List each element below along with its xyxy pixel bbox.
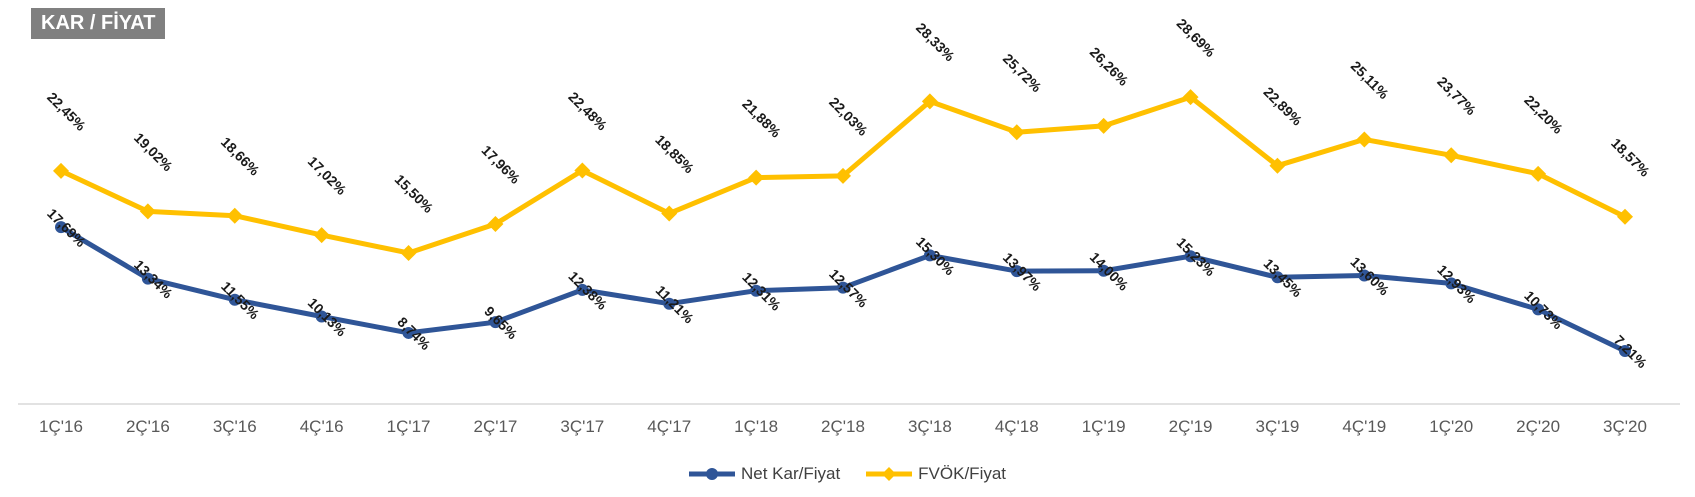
x-tick-label: 3Ç'18 xyxy=(908,417,952,436)
x-tick-label: 3Ç'19 xyxy=(1255,417,1299,436)
data-label-fvok: 19,02% xyxy=(131,129,176,174)
data-point-fvok[interactable] xyxy=(574,162,591,179)
data-label-fvok: 22,03% xyxy=(826,94,871,139)
data-point-net-kar[interactable] xyxy=(1445,277,1458,290)
data-point-net-kar[interactable] xyxy=(1097,264,1110,277)
legend-label-net-kar: Net Kar/Fiyat xyxy=(740,464,841,483)
data-label-net-kar: 15,30% xyxy=(913,233,958,278)
data-point-net-kar[interactable] xyxy=(141,272,154,285)
x-tick-label: 4Ç'17 xyxy=(647,417,691,436)
x-tick-label: 1Ç'19 xyxy=(1082,417,1126,436)
data-label-fvok: 22,45% xyxy=(44,89,89,134)
data-point-fvok[interactable] xyxy=(53,162,69,179)
legend-label-fvok: FVÖK/Fiyat xyxy=(918,464,1007,483)
legend-marker-net-kar xyxy=(688,468,735,480)
x-tick-label: 2Ç'17 xyxy=(473,417,517,436)
data-label-fvok: 23,77% xyxy=(1434,73,1479,118)
data-point-net-kar[interactable] xyxy=(1010,265,1023,278)
data-point-fvok[interactable] xyxy=(1443,147,1460,164)
data-label-fvok: 28,69% xyxy=(1174,15,1219,60)
data-point-fvok[interactable] xyxy=(1617,208,1633,225)
x-tick-label: 3Ç'16 xyxy=(213,417,257,436)
data-point-fvok[interactable] xyxy=(1356,131,1373,148)
data-point-fvok[interactable] xyxy=(748,169,765,186)
data-label-fvok: 25,72% xyxy=(1000,50,1045,95)
x-tick-label: 1Ç'18 xyxy=(734,417,778,436)
data-label-fvok: 28,33% xyxy=(913,19,958,64)
data-label-net-kar: 7,21% xyxy=(1611,332,1651,372)
data-point-net-kar[interactable] xyxy=(489,316,502,329)
x-tick-label: 3Ç'20 xyxy=(1603,417,1647,436)
data-point-fvok[interactable] xyxy=(487,215,504,232)
chart-legend: Net Kar/Fiyat FVÖK/Fiyat xyxy=(0,464,1695,484)
data-point-net-kar[interactable] xyxy=(402,326,415,339)
data-point-net-kar[interactable] xyxy=(315,310,328,323)
data-point-net-kar[interactable] xyxy=(1532,303,1545,316)
data-label-fvok: 18,66% xyxy=(218,134,263,179)
data-label-net-kar: 10,13% xyxy=(305,295,350,340)
x-tick-label: 4Ç'18 xyxy=(995,417,1039,436)
data-point-fvok[interactable] xyxy=(1182,89,1199,106)
data-label-net-kar: 12,38% xyxy=(565,268,610,313)
data-point-fvok[interactable] xyxy=(400,245,417,262)
chart-title: KAR / FİYAT xyxy=(31,8,166,39)
data-point-net-kar[interactable] xyxy=(1358,269,1371,282)
data-point-fvok[interactable] xyxy=(1530,165,1547,182)
legend-item-fvok[interactable]: FVÖK/Fiyat xyxy=(866,464,1006,484)
data-point-fvok[interactable] xyxy=(921,93,938,110)
data-point-net-kar[interactable] xyxy=(750,284,763,297)
x-tick-label: 1Ç'17 xyxy=(387,417,431,436)
data-point-net-kar[interactable] xyxy=(576,283,589,296)
x-tick-label: 4Ç'19 xyxy=(1342,417,1386,436)
data-label-net-kar: 10,73% xyxy=(1521,287,1566,332)
data-point-net-kar[interactable] xyxy=(923,249,936,262)
data-label-fvok: 22,20% xyxy=(1521,92,1566,137)
data-point-net-kar[interactable] xyxy=(837,281,849,294)
data-point-fvok[interactable] xyxy=(226,207,243,224)
data-label-fvok: 18,57% xyxy=(1608,135,1653,180)
plot-area: 1Ç'16 2Ç'16 3Ç'16 4Ç'16 1Ç'17 2Ç'17 3Ç'17 4Ç'17… xyxy=(18,15,1680,436)
data-point-fvok[interactable] xyxy=(1008,124,1025,141)
data-point-fvok[interactable] xyxy=(1269,157,1286,174)
data-point-net-kar[interactable] xyxy=(55,221,67,234)
data-label-fvok: 21,88% xyxy=(739,96,784,141)
data-label-net-kar: 13,34% xyxy=(131,257,176,302)
x-tick-label: 1Ç'20 xyxy=(1429,417,1473,436)
data-label-fvok: 25,11% xyxy=(1348,58,1393,103)
data-label-fvok: 15,50% xyxy=(392,171,437,216)
data-label-fvok: 26,26% xyxy=(1087,44,1132,89)
data-label-net-kar: 11,55% xyxy=(218,278,263,323)
line-chart: 1Ç'16 2Ç'16 3Ç'16 4Ç'16 1Ç'17 2Ç'17 3Ç'17 4Ç'17… xyxy=(18,15,1680,436)
data-label-fvok: 22,48% xyxy=(565,89,610,134)
data-point-fvok[interactable] xyxy=(661,205,678,222)
data-label-net-kar: 17,69% xyxy=(44,205,89,250)
data-point-net-kar[interactable] xyxy=(663,297,676,310)
data-label-fvok: 17,02% xyxy=(305,153,350,198)
data-label-fvok: 17,96% xyxy=(479,142,524,187)
data-point-fvok[interactable] xyxy=(1095,117,1112,134)
x-tick-label: 2Ç'18 xyxy=(821,417,865,436)
data-point-net-kar[interactable] xyxy=(228,293,241,306)
data-label-fvok: 18,85% xyxy=(652,131,697,176)
x-tick-label: 2Ç'19 xyxy=(1169,417,1213,436)
data-point-net-kar[interactable] xyxy=(1184,250,1197,263)
x-tick-label: 2Ç'16 xyxy=(126,417,170,436)
x-tick-label: 2Ç'20 xyxy=(1516,417,1560,436)
legend-marker-fvok xyxy=(866,467,913,481)
data-label-fvok: 22,89% xyxy=(1261,84,1306,129)
x-tick-label: 1Ç'16 xyxy=(39,417,83,436)
legend-item-net-kar[interactable]: Net Kar/Fiyat xyxy=(688,464,841,484)
data-point-fvok[interactable] xyxy=(835,167,851,184)
data-point-fvok[interactable] xyxy=(139,203,156,220)
data-point-net-kar[interactable] xyxy=(1619,345,1631,358)
data-point-net-kar[interactable] xyxy=(1271,271,1284,284)
data-point-fvok[interactable] xyxy=(313,227,330,244)
x-tick-label: 3Ç'17 xyxy=(560,417,604,436)
x-tick-label: 4Ç'16 xyxy=(300,417,344,436)
